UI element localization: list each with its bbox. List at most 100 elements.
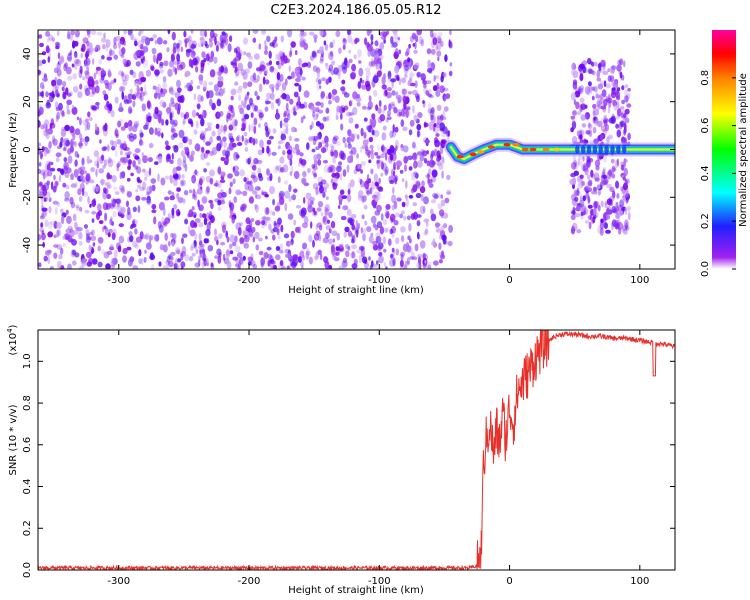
spectral-noise-blob xyxy=(591,190,598,195)
spectral-noise-blob xyxy=(171,90,176,96)
spectral-noise-blob xyxy=(319,123,325,130)
spectral-noise-blob xyxy=(613,81,619,90)
spectral-noise-blob xyxy=(241,100,245,106)
spectral-noise-blob xyxy=(56,229,60,238)
spectral-noise-blob xyxy=(109,244,114,250)
snr-x-tick-label: -100 xyxy=(368,576,391,587)
spectral-noise-blob xyxy=(266,62,272,66)
spectral-noise-blob xyxy=(585,130,591,135)
spectral-noise-blob xyxy=(178,129,185,139)
spectral-noise-blob xyxy=(187,87,193,92)
spectral-noise-blob xyxy=(56,221,62,230)
spectral-noise-blob xyxy=(153,92,158,99)
spectral-noise-blob xyxy=(446,130,450,137)
spectral-noise-blob xyxy=(106,185,111,189)
spectral-noise-blob xyxy=(316,67,321,74)
spectral-noise-blob xyxy=(313,233,320,241)
spectral-noise-blob xyxy=(244,234,248,240)
spectral-noise-blob xyxy=(412,202,418,207)
spectral-noise-blob xyxy=(103,225,107,230)
spectral-noise-blob xyxy=(237,227,242,236)
spectral-noise-blob xyxy=(175,166,182,171)
spectral-noise-blob xyxy=(347,143,352,149)
spectral-noise-blob xyxy=(312,183,319,190)
spectral-noise-blob xyxy=(366,106,371,111)
spectral-noise-blob xyxy=(393,220,399,226)
spectral-noise-blob xyxy=(66,109,71,115)
spectral-noise-blob xyxy=(205,229,211,237)
spectral-noise-blob xyxy=(315,101,322,106)
spectral-noise-blob xyxy=(88,179,95,184)
spectral-noise-blob xyxy=(150,178,157,184)
spectral-noise-blob xyxy=(587,181,592,187)
spectral-noise-blob xyxy=(429,94,434,99)
spectral-noise-blob xyxy=(134,80,139,87)
spectral-noise-blob xyxy=(179,179,186,187)
spectral-noise-blob xyxy=(391,90,396,96)
spectral-noise-blob xyxy=(139,95,142,101)
spectral-noise-blob xyxy=(113,78,117,83)
spectral-noise-blob xyxy=(577,158,581,167)
spectral-noise-blob xyxy=(70,145,74,153)
spectral-noise-blob xyxy=(278,140,284,144)
spectral-noise-blob xyxy=(417,253,423,258)
spectral-noise-blob xyxy=(203,80,208,90)
spectral-noise-blob xyxy=(573,159,577,167)
spectral-noise-blob xyxy=(207,244,214,252)
spectral-noise-blob xyxy=(235,73,239,78)
spectral-noise-blob xyxy=(412,152,418,161)
spectral-noise-blob xyxy=(361,214,365,220)
spectral-noise-blob xyxy=(74,58,80,65)
spectral-noise-blob xyxy=(323,165,330,173)
spectral-noise-blob xyxy=(622,197,627,203)
spectral-noise-blob xyxy=(208,211,213,217)
spectral-noise-blob xyxy=(217,192,223,199)
spectral-noise-blob xyxy=(391,194,397,204)
spectral-noise-blob xyxy=(126,200,129,208)
spectral-noise-blob xyxy=(136,85,140,93)
spectral-noise-blob xyxy=(92,242,96,247)
spectral-noise-blob xyxy=(41,71,45,76)
spectral-noise-blob xyxy=(143,90,148,96)
spectral-noise-blob xyxy=(366,187,369,196)
spectral-noise-blob xyxy=(94,160,100,167)
spectral-noise-blob xyxy=(342,169,347,177)
spectral-peak xyxy=(529,147,537,152)
spectral-noise-blob xyxy=(369,124,373,133)
spectral-noise-blob xyxy=(357,163,360,169)
spectral-noise-blob xyxy=(90,235,97,242)
spectral-noise-blob xyxy=(328,211,333,219)
spectral-noise-blob xyxy=(86,121,91,131)
spectral-noise-blob xyxy=(172,132,178,138)
spectral-noise-blob xyxy=(67,155,73,164)
spectral-noise-blob xyxy=(324,43,329,51)
spectral-noise-blob xyxy=(176,87,182,93)
spectral-noise-blob xyxy=(80,52,84,59)
spectral-noise-blob xyxy=(418,36,424,45)
spectral-noise-blob xyxy=(381,132,387,141)
spectral-noise-blob xyxy=(283,110,287,118)
spectral-noise-blob xyxy=(436,50,442,57)
spectral-noise-blob xyxy=(191,178,196,183)
spectral-noise-blob xyxy=(579,67,584,76)
spectral-noise-blob xyxy=(404,180,408,189)
spectral-noise-blob xyxy=(383,261,387,268)
spectral-noise-blob xyxy=(607,169,613,176)
spectral-noise-blob xyxy=(51,265,55,269)
spectral-noise-blob xyxy=(254,138,258,145)
spectral-noise-blob xyxy=(326,257,329,265)
spectral-noise-blob xyxy=(60,215,65,225)
spectral-noise-blob xyxy=(79,117,82,126)
spectral-noise-blob xyxy=(328,164,334,172)
spectral-noise-blob xyxy=(362,105,367,110)
spectral-noise-blob xyxy=(193,244,197,249)
spectral-noise-blob xyxy=(258,43,262,50)
spectral-noise-blob xyxy=(354,38,358,45)
spectral-noise-blob xyxy=(352,106,358,116)
spectral-noise-blob xyxy=(118,48,125,57)
spectral-noise-blob xyxy=(113,42,117,50)
spectral-noise-blob xyxy=(615,180,619,189)
spectral-noise-blob xyxy=(306,142,310,151)
spectral-noise-blob xyxy=(39,150,43,160)
